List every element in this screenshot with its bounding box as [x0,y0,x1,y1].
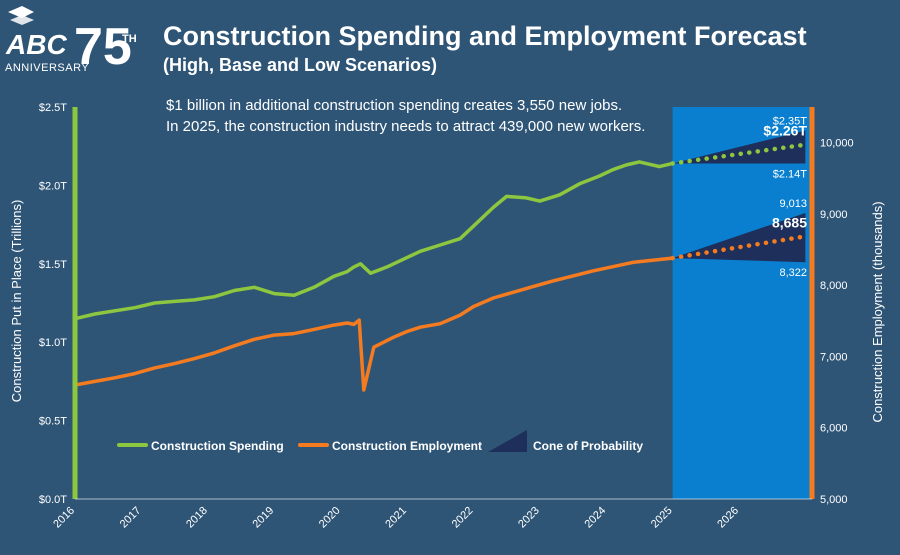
right-axis-ticks: 5,000 6,000 7,000 8,000 9,000 10,000 [820,138,854,506]
logo-number: 75 [74,18,132,76]
forecast-base-label-spending: $2.26T [763,123,807,139]
right-tick-label: 6,000 [820,423,848,435]
left-axis-ticks: $0.0T $0.5T $1.0T $1.5T $2.0T $2.5T [39,102,67,506]
y-axis-right-label: Construction Employment (thousands) [870,201,885,422]
forecast-line-spending [670,142,808,166]
forecast-low-label-employment: 8,322 [779,267,807,279]
forecast-labels: $2.35T$2.26T $2.14T 9,013 8,685 8,322 [763,116,807,280]
forecast-base-label-employment: 8,685 [772,214,807,230]
legend-label-employment: Construction Employment [332,439,482,453]
right-tick-label: 10,000 [820,138,854,150]
forecast-line-employment [670,234,808,261]
cones-of-probability [672,130,806,263]
left-tick-label: $0.0T [39,494,67,506]
left-tick-label: $1.0T [39,337,67,349]
series-line-spending [73,160,675,321]
legend-label-cone: Cone of Probability [533,439,643,453]
forecast-period-band [672,107,812,499]
chart-title: Construction Spending and Employment For… [163,21,807,51]
flag-icon [8,6,34,25]
left-tick-label: $0.5T [39,416,67,428]
right-tick-label: 8,000 [820,280,848,292]
cone-employment [672,212,806,263]
abc-75th-anniversary-logo: ABC 75 TH ANNIVERSARY [5,6,137,76]
y-axis-left-label: Construction Put in Place (Trillions) [9,200,24,403]
right-tick-label: 5,000 [820,494,848,506]
forecast-high-label-spending: $2.35T [773,116,808,128]
note-line-1: $1 billion in additional construction sp… [166,97,622,114]
right-tick-label: 9,000 [820,209,848,221]
note-line-2: In 2025, the construction industry needs… [166,118,645,135]
legend: Construction Spending Construction Emplo… [117,430,643,453]
logo-caption: ANNIVERSARY [5,62,89,74]
legend-swatch-cone [488,430,527,452]
logo-superscript: TH [122,33,137,45]
series-lines [73,160,675,392]
legend-label-spending: Construction Spending [151,439,284,453]
left-tick-label: $1.5T [39,259,67,271]
forecast-low-label-spending: $2.14T [773,168,808,180]
forecast-high-label-employment: 9,013 [779,198,807,210]
left-tick-label: $2.0T [39,180,67,192]
cone-spending [672,130,806,164]
right-tick-label: 7,000 [820,351,848,363]
series-line-employment [73,256,675,392]
chart-subtitle: (High, Base and Low Scenarios) [163,55,437,75]
left-tick-label: $2.5T [39,102,67,114]
forecast-lines [670,142,808,261]
logo-brand: ABC [5,29,67,60]
